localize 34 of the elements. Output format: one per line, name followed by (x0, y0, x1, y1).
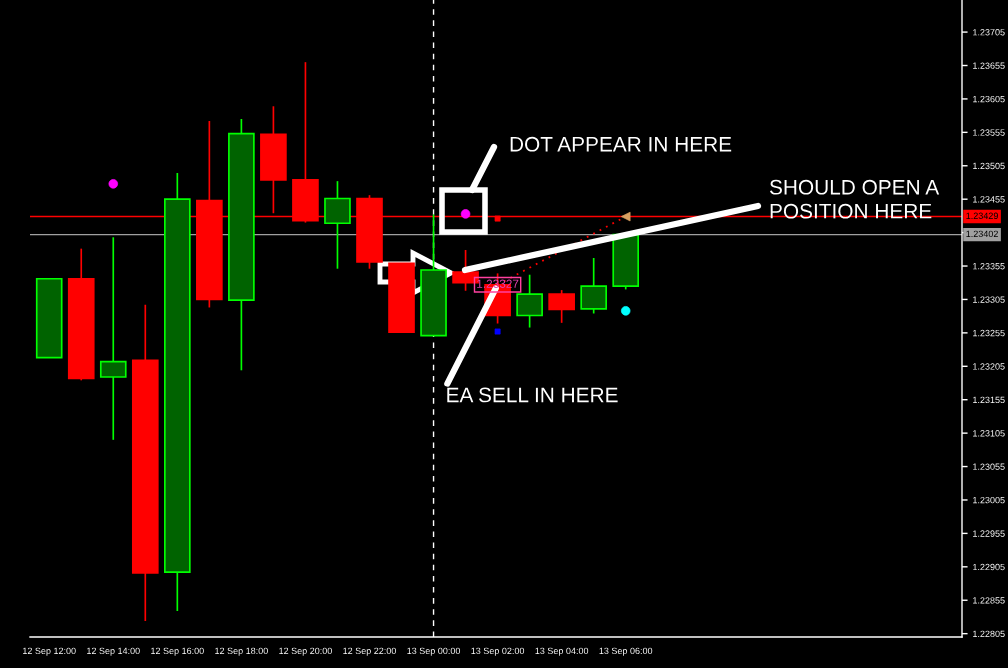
y-tick-label: 1.22805 (973, 630, 1005, 638)
x-tick-label: 13 Sep 06:00 (599, 647, 653, 656)
y-tick-label: 1.23005 (973, 496, 1005, 504)
x-tick-label: 12 Sep 22:00 (343, 647, 396, 656)
annotation: EA SELL IN HERE (447, 387, 618, 403)
x-tick-label: 12 Sep 18:00 (215, 647, 268, 656)
y-tick-label: 1.23555 (973, 129, 1005, 136)
x-tick-label: 12 Sep 12:00 (23, 647, 76, 656)
annotation: SHOULD OPEN A POSITION HERE (769, 179, 940, 219)
y-tick-label: 1.22905 (973, 563, 1005, 571)
x-tick-label: 12 Sep 16:00 (151, 647, 204, 656)
y-tick-label: 1.23105 (973, 430, 1005, 437)
y-tick-label: 1.22855 (973, 597, 1005, 604)
y-tick-label: 1.23155 (973, 396, 1005, 404)
y-tick-label: 1.23255 (973, 329, 1005, 337)
y-tick-label: 1.23705 (973, 29, 1005, 36)
x-tick-label: 13 Sep 04:00 (535, 647, 589, 656)
y-tick-label: 1.23205 (973, 363, 1005, 370)
annotation: DOT APPEAR IN HERE (510, 136, 732, 152)
x-tick-label: 12 Sep 14:00 (87, 647, 140, 656)
y-tick-label: 1.23455 (973, 196, 1005, 203)
y-tick-label: 1.23655 (973, 62, 1005, 69)
y-tick-label: 1.23355 (973, 263, 1005, 270)
y-tick-label: 1.23055 (973, 463, 1005, 470)
candlestick (99, 236, 127, 441)
x-tick-label: 13 Sep 00:00 (407, 647, 461, 656)
ref-line-label: 1.23429 (966, 212, 998, 219)
y-tick-label: 1.22955 (973, 530, 1005, 537)
ref-line-label: 1.23402 (966, 230, 998, 238)
y-tick-label: 1.23305 (973, 296, 1005, 303)
y-tick-label: 1.23505 (973, 162, 1005, 170)
y-tick-label: 1.23605 (973, 95, 1005, 103)
x-tick-label: 13 Sep 02:00 (471, 647, 525, 656)
x-tick-label: 12 Sep 20:00 (279, 647, 332, 656)
